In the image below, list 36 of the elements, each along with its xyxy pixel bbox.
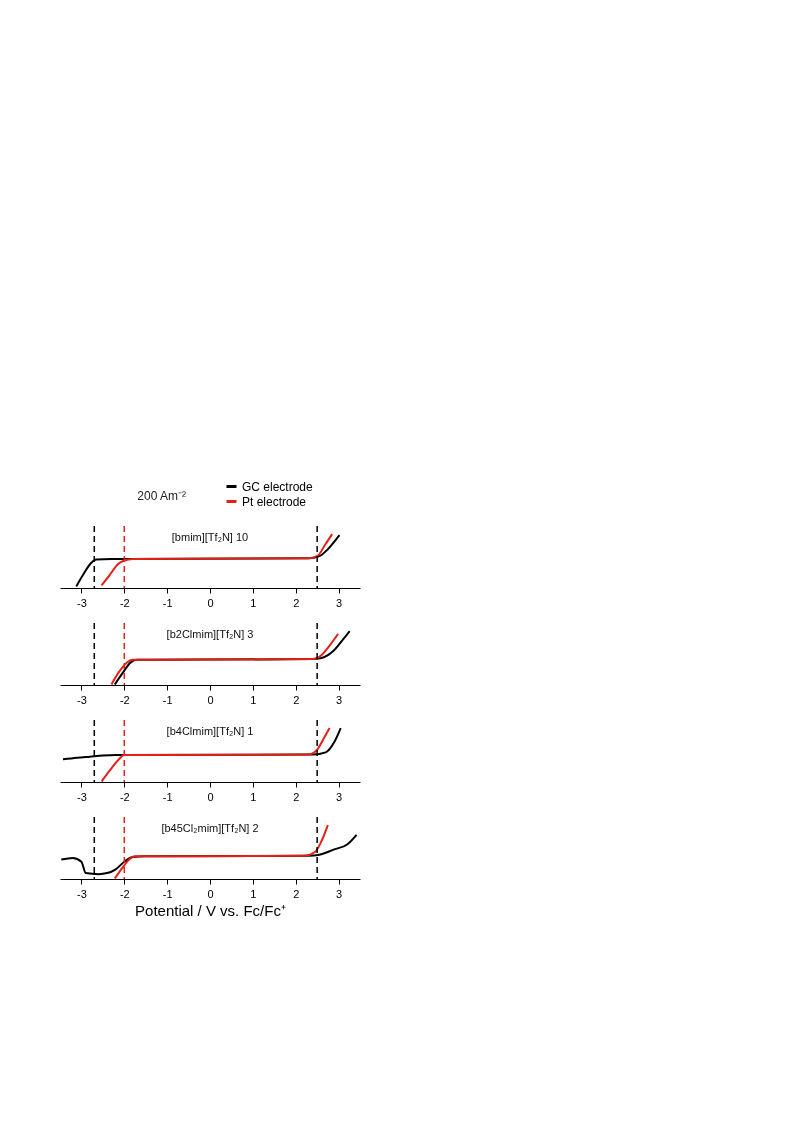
legend-label: GC electrode [242,479,314,494]
chart-title: [b4Clmim][Tf₂N] 1 [166,725,254,737]
x-tick-label: -1 [162,596,173,609]
x-tick-label: 1 [250,693,257,706]
x-tick-label: 3 [336,887,343,900]
x-tick-label: 1 [250,790,257,803]
x-tick-label: -2 [119,790,130,803]
x-tick-label: 1 [250,887,257,900]
x-tick-label: -3 [77,693,87,706]
x-tick-label: 2 [293,596,300,609]
x-tick-label: 1 [250,596,257,609]
x-tick-label: 0 [207,596,214,609]
x-tick-label: -2 [119,693,130,706]
chart-title: [b45Cl₂mim][Tf₂N] 2 [161,822,259,834]
x-tick-label: -1 [162,693,173,706]
chart-title: [bmim][Tf₂N] 10 [171,531,249,543]
x-tick-label: 0 [207,790,214,803]
x-tick-label: 2 [293,887,300,900]
x-tick-label: -2 [119,887,130,900]
x-tick-label: -1 [162,887,173,900]
x-tick-label: -1 [162,790,173,803]
x-axis-title: Potential / V vs. Fc/Fc⁺ [135,901,286,919]
x-tick-label: 3 [336,790,343,803]
x-tick-label: 2 [293,693,300,706]
x-tick-label: -3 [77,596,87,609]
chart-title: [b2Clmim][Tf₂N] 3 [166,628,254,640]
legend-label: Pt electrode [242,494,307,509]
x-tick-label: 3 [336,693,343,706]
x-tick-label: 2 [293,790,300,803]
text: 200 Am⁻² [137,489,186,503]
x-tick-label: 0 [207,887,214,900]
x-tick-label: 3 [336,596,343,609]
x-tick-label: -3 [77,790,87,803]
x-tick-label: -2 [119,596,130,609]
x-tick-label: -3 [77,887,87,900]
x-tick-label: 0 [207,693,214,706]
